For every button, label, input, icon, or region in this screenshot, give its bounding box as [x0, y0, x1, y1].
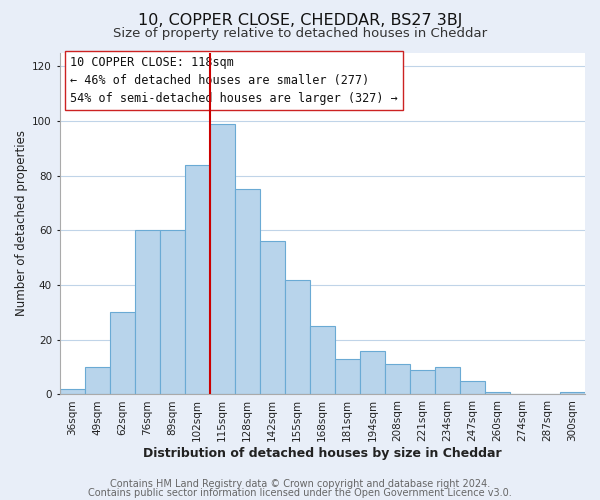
Bar: [209, 124, 235, 394]
Bar: [360, 350, 385, 395]
Text: 10, COPPER CLOSE, CHEDDAR, BS27 3BJ: 10, COPPER CLOSE, CHEDDAR, BS27 3BJ: [138, 12, 462, 28]
X-axis label: Distribution of detached houses by size in Cheddar: Distribution of detached houses by size …: [143, 447, 502, 460]
Bar: [110, 312, 134, 394]
Text: Contains public sector information licensed under the Open Government Licence v3: Contains public sector information licen…: [88, 488, 512, 498]
Bar: [185, 164, 209, 394]
Text: Contains HM Land Registry data © Crown copyright and database right 2024.: Contains HM Land Registry data © Crown c…: [110, 479, 490, 489]
Bar: [59, 389, 85, 394]
Text: 10 COPPER CLOSE: 118sqm
← 46% of detached houses are smaller (277)
54% of semi-d: 10 COPPER CLOSE: 118sqm ← 46% of detache…: [70, 56, 398, 105]
Bar: [235, 190, 260, 394]
Bar: [134, 230, 160, 394]
Bar: [560, 392, 585, 394]
Y-axis label: Number of detached properties: Number of detached properties: [15, 130, 28, 316]
Bar: [485, 392, 510, 394]
Bar: [410, 370, 435, 394]
Bar: [385, 364, 410, 394]
Bar: [335, 359, 360, 394]
Bar: [460, 381, 485, 394]
Bar: [160, 230, 185, 394]
Bar: [285, 280, 310, 394]
Bar: [435, 367, 460, 394]
Bar: [310, 326, 335, 394]
Bar: [85, 367, 110, 394]
Text: Size of property relative to detached houses in Cheddar: Size of property relative to detached ho…: [113, 28, 487, 40]
Bar: [260, 242, 285, 394]
